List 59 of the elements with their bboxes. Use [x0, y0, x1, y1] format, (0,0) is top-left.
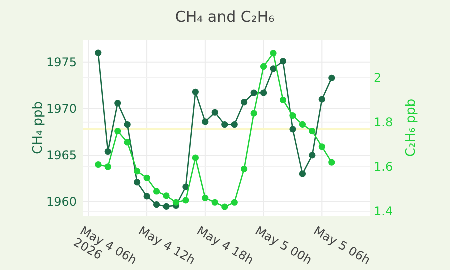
point: [280, 96, 287, 104]
point: [104, 148, 112, 156]
point: [299, 121, 306, 128]
y-tick-label: 1970: [46, 102, 77, 116]
point: [241, 99, 248, 106]
y2-tick-label: 2: [374, 71, 382, 86]
point: [134, 179, 141, 186]
point: [172, 199, 180, 206]
point: [270, 50, 277, 57]
point: [231, 121, 238, 128]
point: [328, 159, 336, 166]
point: [231, 199, 238, 206]
point: [192, 88, 199, 96]
point: [95, 50, 102, 56]
point: [153, 202, 160, 208]
chart-title: CH₄ and C₂H₆: [175, 8, 275, 26]
point: [241, 166, 248, 173]
point: [144, 193, 150, 200]
point: [114, 128, 122, 135]
y-axis-title: CH₄ ppb: [31, 102, 46, 154]
point: [144, 174, 150, 182]
point: [222, 204, 228, 210]
point: [290, 126, 296, 133]
point: [163, 192, 170, 200]
point: [260, 63, 268, 70]
point: [318, 96, 326, 103]
point: [212, 199, 218, 206]
point: [202, 118, 209, 126]
point: [202, 194, 209, 202]
y-tick-label: 1965: [46, 148, 77, 163]
point: [260, 90, 268, 96]
point: [250, 110, 258, 117]
y2-tick-label: 1.6: [374, 160, 394, 174]
point: [182, 197, 190, 204]
point: [114, 100, 122, 107]
point: [163, 203, 170, 210]
point: [328, 74, 336, 82]
point: [222, 121, 228, 128]
point: [104, 164, 112, 170]
y2-tick-label: 1.4: [374, 204, 394, 219]
point: [250, 90, 258, 96]
point: [270, 66, 277, 72]
point: [192, 154, 199, 162]
y-tick-label: 1960: [46, 195, 77, 210]
point: [318, 144, 326, 150]
point: [153, 188, 160, 195]
y-tick-label: 1975: [46, 56, 77, 70]
y2-axis-title: C₂H₆ ppb: [404, 98, 419, 158]
point: [309, 128, 316, 135]
point: [134, 168, 141, 175]
y2-tick-label: 1.8: [374, 116, 394, 130]
point: [309, 152, 316, 159]
point: [124, 121, 131, 128]
point: [290, 112, 296, 120]
point: [124, 139, 131, 146]
point: [299, 170, 306, 178]
point: [95, 161, 102, 168]
point: [212, 109, 218, 116]
point: [280, 58, 287, 65]
